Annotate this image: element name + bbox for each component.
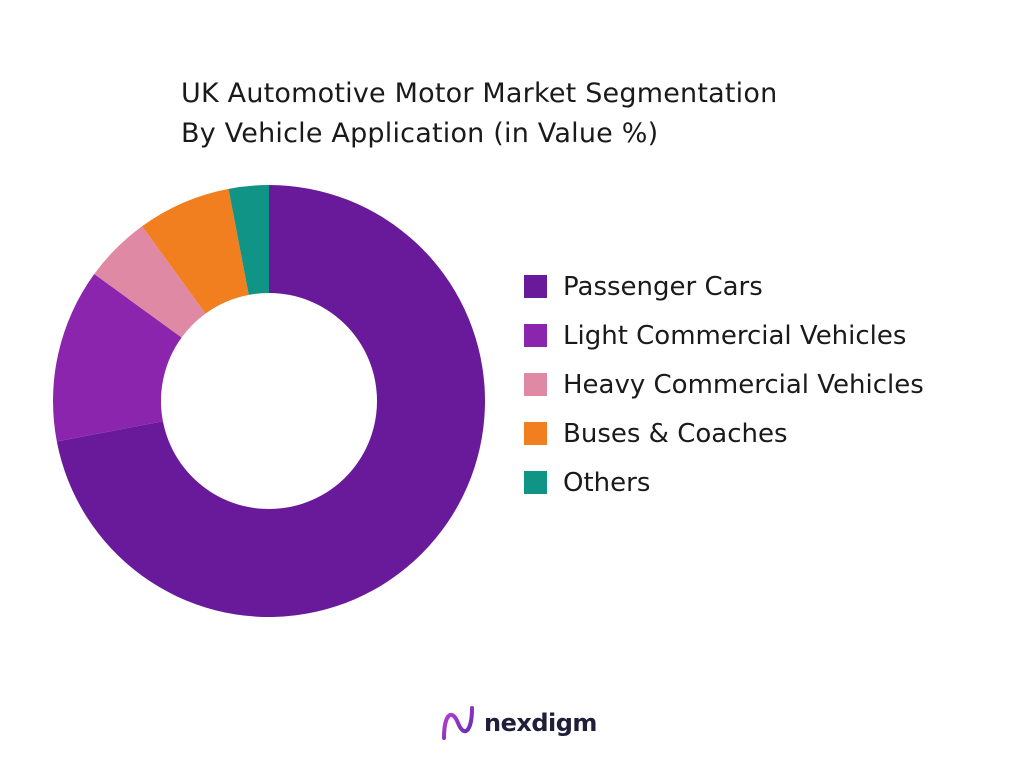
- donut-slice-buses-coaches: [142, 188, 249, 314]
- legend-item-buses-coaches: Buses & Coaches: [524, 409, 924, 458]
- legend-item-passenger-cars: Passenger Cars: [524, 262, 924, 311]
- chart-legend: Passenger Cars Light Commercial Vehicles…: [524, 262, 924, 507]
- donut-slice-passenger-cars: [56, 185, 485, 618]
- donut-slice-others: [228, 185, 269, 295]
- legend-swatch: [524, 471, 547, 494]
- donut-slice-heavy-commercial-vehicles: [94, 226, 206, 338]
- legend-label: Heavy Commercial Vehicles: [563, 369, 924, 400]
- legend-swatch: [524, 324, 547, 347]
- legend-swatch: [524, 275, 547, 298]
- brand-name: nexdigm: [484, 709, 597, 737]
- brand-logo: nexdigm: [440, 704, 597, 742]
- legend-label: Others: [563, 467, 651, 498]
- legend-label: Light Commercial Vehicles: [563, 320, 907, 351]
- chart-title-block: UK Automotive Motor Market Segmentation …: [181, 74, 777, 154]
- chart-subtitle: By Vehicle Application (in Value %): [181, 118, 659, 149]
- chart-title: UK Automotive Motor Market Segmentation: [181, 78, 778, 109]
- nexdigm-logo-icon: [442, 706, 474, 740]
- legend-label: Buses & Coaches: [563, 418, 788, 449]
- legend-item-heavy-commercial-vehicles: Heavy Commercial Vehicles: [524, 360, 924, 409]
- legend-item-others: Others: [524, 458, 924, 507]
- legend-swatch: [524, 422, 547, 445]
- legend-label: Passenger Cars: [563, 271, 763, 302]
- donut-slice-light-commercial-vehicles: [53, 274, 182, 442]
- donut-chart: [53, 185, 485, 618]
- legend-item-light-commercial-vehicles: Light Commercial Vehicles: [524, 311, 924, 360]
- legend-swatch: [524, 373, 547, 396]
